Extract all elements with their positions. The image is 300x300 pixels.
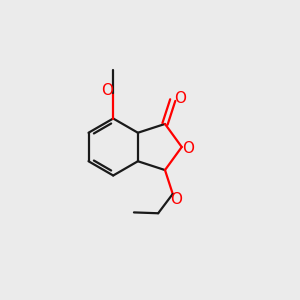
Text: O: O xyxy=(170,192,182,207)
Text: O: O xyxy=(182,141,194,156)
Text: O: O xyxy=(101,83,113,98)
Text: O: O xyxy=(174,91,186,106)
